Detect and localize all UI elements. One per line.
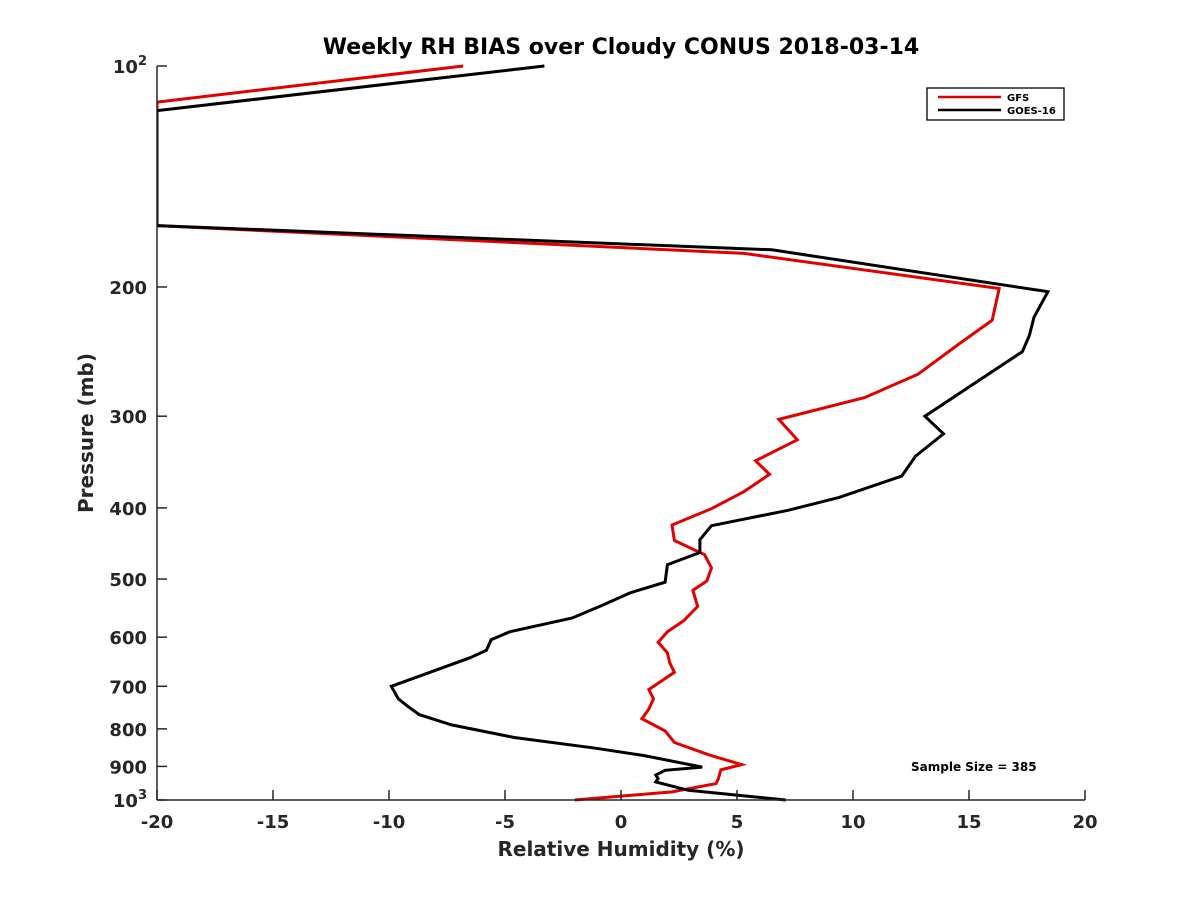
plot-area <box>157 64 1051 802</box>
series-line-goes-16 <box>157 64 1051 802</box>
x-tick-label: -10 <box>373 812 406 833</box>
legend: GFS GOES-16 <box>926 87 1065 121</box>
y-tick-label: 103 <box>113 788 147 812</box>
sample-size-annotation: Sample Size = 385 <box>911 760 1037 774</box>
y-tick-label: 200 <box>109 278 147 299</box>
x-tick-label: 15 <box>956 812 981 833</box>
series-line-gfs <box>157 64 1002 802</box>
legend-box <box>926 87 1065 121</box>
x-axis-label: Relative Humidity (%) <box>497 837 744 861</box>
x-tick-label: -15 <box>257 812 290 833</box>
chart-title: Weekly RH BIAS over Cloudy CONUS 2018-03… <box>323 35 919 60</box>
y-tick-label: 102 <box>113 54 147 78</box>
y-tick-label: 600 <box>109 628 147 649</box>
legend-label-goes-16: GOES-16 <box>1007 106 1056 117</box>
y-axis-label: Pressure (mb) <box>74 353 98 513</box>
y-tick-label: 700 <box>109 677 147 698</box>
y-tick-label: 400 <box>109 499 147 520</box>
legend-label-gfs: GFS <box>1007 93 1029 104</box>
x-tick-label: 20 <box>1072 812 1097 833</box>
y-tick-label: 500 <box>109 570 147 591</box>
x-axis-ticks: -20 -15 -10 -5 0 5 10 15 20 <box>141 790 1098 833</box>
x-tick-label: 10 <box>840 812 865 833</box>
y-axis-ticks: 102 200 300 400 500 600 700 800 900 103 <box>109 54 167 812</box>
x-tick-label: 5 <box>731 812 744 833</box>
y-tick-label: 900 <box>109 757 147 778</box>
x-tick-label: 0 <box>615 812 628 833</box>
y-tick-label: 300 <box>109 407 147 428</box>
x-tick-label: -20 <box>141 812 174 833</box>
x-tick-label: -5 <box>495 812 515 833</box>
y-tick-label: 800 <box>109 720 147 741</box>
